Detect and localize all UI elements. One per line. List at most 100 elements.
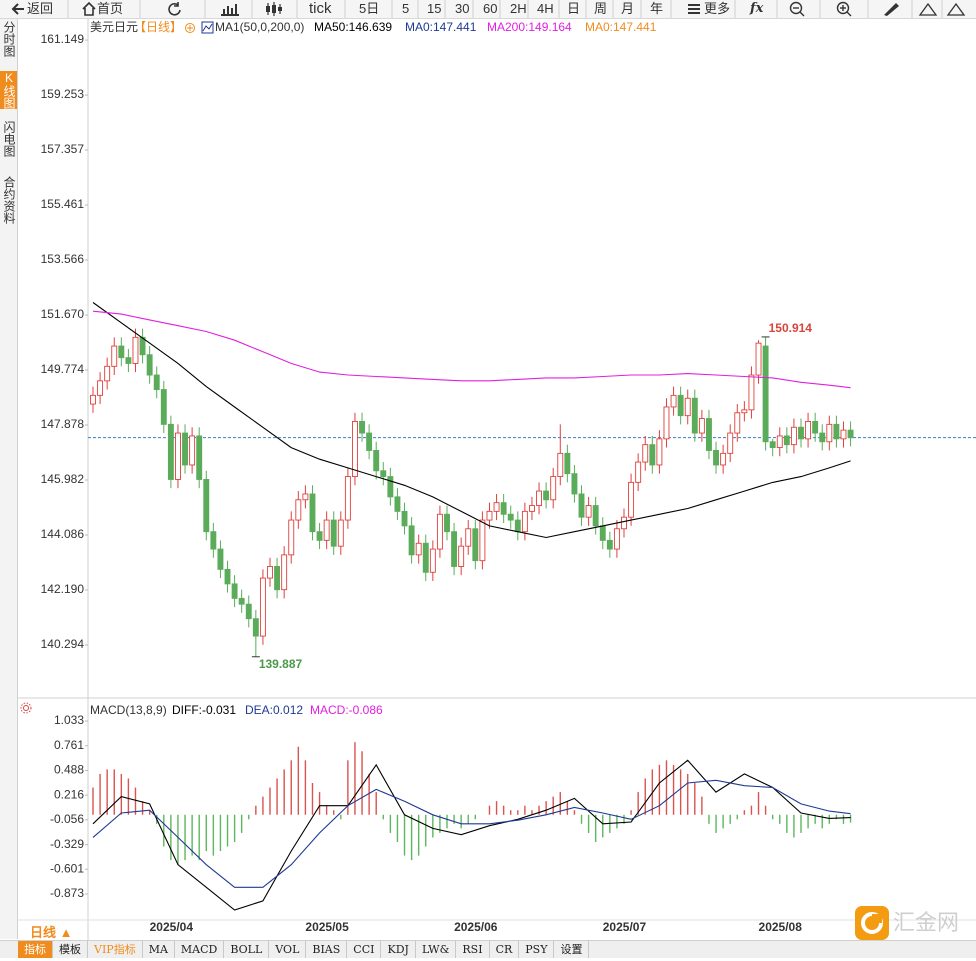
candle-body xyxy=(592,505,599,527)
toolbar-item[interactable]: 首页 xyxy=(97,1,124,16)
toolbar-item[interactable]: 日 xyxy=(567,1,581,16)
tab[interactable]: VOL xyxy=(269,941,307,958)
y-tick-label: -0.329 xyxy=(50,837,84,851)
tab[interactable]: MA xyxy=(143,941,175,958)
zoom-out-icon[interactable] xyxy=(789,1,805,17)
candle-icon-bodies[interactable] xyxy=(266,5,282,13)
candle-body xyxy=(231,583,238,599)
add-icon[interactable] xyxy=(185,23,195,33)
toolbar-item[interactable]: 更多 xyxy=(704,1,731,16)
candle-body xyxy=(302,493,309,501)
tab[interactable]: PSY xyxy=(519,941,555,958)
candle-body xyxy=(514,519,521,533)
y-tick-label: 151.670 xyxy=(41,307,85,321)
candle-body xyxy=(720,452,727,466)
candle-body xyxy=(500,502,507,515)
tab[interactable]: KDJ xyxy=(381,941,416,958)
tab[interactable]: 模板 xyxy=(53,941,88,958)
period-selector[interactable]: 日线 ▲ xyxy=(30,925,73,940)
candle-body xyxy=(175,432,181,480)
y-tick-label: 142.190 xyxy=(41,582,85,596)
toolbar-item[interactable]: 30 xyxy=(455,1,470,16)
toolbar-item[interactable]: tick xyxy=(309,0,332,17)
toolbar-item[interactable]: 15 xyxy=(427,1,442,16)
toolbar-item[interactable]: 2H xyxy=(510,1,527,16)
candle-body xyxy=(352,421,358,478)
candle-body xyxy=(429,548,436,573)
candle-body xyxy=(798,426,804,440)
separators xyxy=(67,0,943,18)
candle-body xyxy=(316,531,323,541)
zoom-in-icon[interactable] xyxy=(836,1,852,17)
indicator-icon[interactable] xyxy=(201,21,214,34)
candle-body xyxy=(805,421,812,440)
tab[interactable]: 设置 xyxy=(554,941,590,958)
sidebar-tab[interactable]: 分时图 xyxy=(2,21,16,57)
candle-body xyxy=(167,423,174,480)
candle-body xyxy=(507,513,514,521)
candle-body xyxy=(790,426,797,446)
tab[interactable]: VIP指标 xyxy=(88,941,143,958)
back-icon[interactable] xyxy=(11,3,24,15)
shape-icon[interactable] xyxy=(918,2,966,16)
more-icon[interactable] xyxy=(688,4,700,14)
sidebar-tab[interactable]: K线图 xyxy=(0,71,17,109)
y-tick-label: 0.216 xyxy=(54,787,84,801)
candle-body xyxy=(599,525,606,541)
candle-body xyxy=(104,365,111,382)
toolbar-item[interactable]: 年 xyxy=(650,1,664,16)
candle-body xyxy=(840,429,847,440)
toolbar-item[interactable]: 5 xyxy=(402,1,410,16)
tab[interactable]: CR xyxy=(490,941,520,958)
toolbar-item[interactable]: 月 xyxy=(621,1,635,16)
tab[interactable]: BOLL xyxy=(224,941,270,958)
toolbar-item[interactable]: 5日 xyxy=(359,1,380,16)
tab[interactable]: MACD xyxy=(175,941,225,958)
draw-icon[interactable] xyxy=(884,3,899,16)
sidebar-tab[interactable]: 合约资料 xyxy=(2,176,16,224)
macd-settings-icon[interactable] xyxy=(20,702,32,714)
candle-body xyxy=(833,423,840,440)
home-icon[interactable] xyxy=(82,1,96,16)
tab[interactable]: 指标 xyxy=(18,941,53,958)
sidebar-tab[interactable]: 闪电图 xyxy=(2,121,16,157)
toolbar-item[interactable]: 60 xyxy=(483,1,498,16)
candle-body xyxy=(323,519,330,541)
candle-body xyxy=(529,505,535,512)
toolbar-item[interactable]: fx xyxy=(750,1,764,16)
toolbar-item[interactable]: 周 xyxy=(594,1,608,16)
y-tick-label: 1.033 xyxy=(54,713,84,727)
y-tick-label: 157.357 xyxy=(41,142,85,156)
candle-body xyxy=(677,394,684,417)
candle-body xyxy=(160,389,167,425)
candle-body xyxy=(486,510,493,521)
candle-body xyxy=(621,516,627,530)
tab[interactable]: RSI xyxy=(456,941,490,958)
y-tick-label: 153.566 xyxy=(41,252,85,266)
chart-icon[interactable] xyxy=(221,4,239,16)
candle-body xyxy=(649,444,656,466)
y-tick-label: 144.086 xyxy=(41,527,85,541)
x-tick-label: 2025/06 xyxy=(454,920,498,934)
candle-body xyxy=(146,354,153,376)
candle-body xyxy=(380,470,387,478)
tab[interactable]: LW& xyxy=(416,941,457,958)
toolbar-item[interactable]: 返回 xyxy=(27,1,54,16)
x-tick-label: 2025/04 xyxy=(150,920,194,934)
candle-body xyxy=(245,603,252,620)
candle-body xyxy=(366,432,373,451)
tab[interactable]: CCI xyxy=(347,941,382,958)
candle-body xyxy=(557,452,564,478)
tab[interactable]: BIAS xyxy=(306,941,348,958)
legend-entry: MA50:146.639 xyxy=(314,20,392,34)
watermark: 汇金网 xyxy=(893,910,960,935)
candle-body xyxy=(408,525,415,556)
y-tick-label: 161.149 xyxy=(41,32,85,46)
refresh-icon[interactable] xyxy=(168,2,181,16)
y-tick-label: 0.761 xyxy=(54,738,84,752)
candle-body xyxy=(90,394,96,405)
toolbar-item[interactable]: 4H xyxy=(537,1,554,16)
candle-body xyxy=(359,421,365,434)
candle-body xyxy=(281,554,288,591)
